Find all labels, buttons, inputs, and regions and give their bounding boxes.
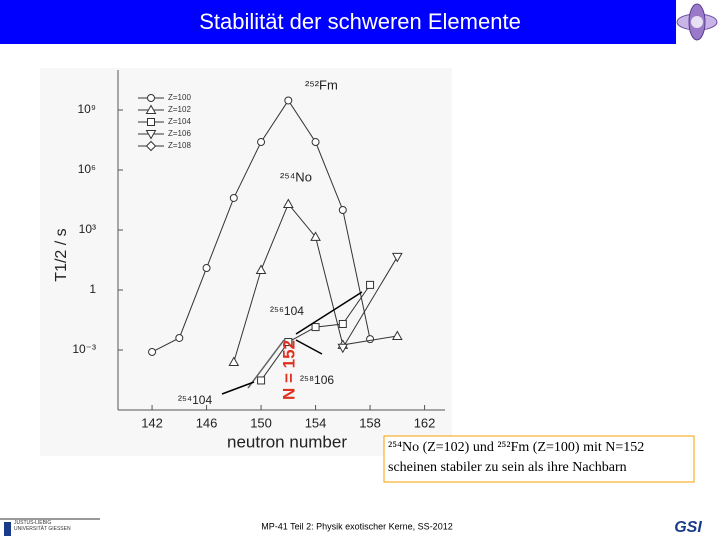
y-axis-label: T1/2 / s bbox=[53, 228, 70, 281]
marker bbox=[366, 335, 375, 344]
caption-box bbox=[383, 435, 695, 483]
x-axis-label: neutron number bbox=[227, 432, 347, 451]
marker bbox=[228, 356, 240, 367]
x-tick-label: 146 bbox=[196, 415, 218, 430]
x-tick-label: 162 bbox=[414, 415, 436, 430]
annotation-line bbox=[247, 339, 285, 389]
x-tick-label: 154 bbox=[305, 415, 327, 430]
annotation: N = 152 bbox=[279, 340, 298, 400]
arrow bbox=[221, 381, 255, 395]
marker bbox=[148, 347, 157, 356]
legend-marker bbox=[145, 140, 157, 152]
legend-label: Z=104 bbox=[168, 117, 191, 126]
marker bbox=[175, 333, 184, 342]
marker bbox=[282, 198, 294, 208]
marker bbox=[257, 138, 266, 147]
chart-area bbox=[40, 68, 452, 456]
uni-logo bbox=[4, 522, 11, 536]
annotation: ²⁵²Fm bbox=[305, 77, 338, 92]
marker bbox=[255, 264, 267, 274]
y-tick-label: 10⁹ bbox=[78, 102, 97, 116]
marker bbox=[229, 193, 238, 202]
marker bbox=[338, 206, 347, 214]
y-tick-label: 10⁶ bbox=[78, 162, 96, 176]
legend-marker bbox=[147, 118, 155, 126]
marker bbox=[337, 343, 349, 354]
annotation: ²⁵⁴104 bbox=[178, 393, 212, 407]
y-tick-label: 1 bbox=[89, 282, 96, 296]
annotation: ²⁵⁸106 bbox=[300, 373, 334, 387]
marker bbox=[391, 252, 403, 263]
uni-wrap: JUSTUS-LIEBIG UNIVERSITÄT GIESSEN bbox=[14, 520, 71, 532]
chart: 10⁻³ 1 10³ 10⁶ 10⁹ 142 146 150 154 158 162 neutron … bbox=[53, 70, 445, 451]
x-tick-label: 150 bbox=[250, 415, 272, 430]
marker bbox=[311, 138, 320, 147]
legend-marker bbox=[145, 104, 157, 114]
x-tick-label: 158 bbox=[359, 415, 381, 430]
title-bar bbox=[0, 0, 676, 44]
marker bbox=[366, 280, 375, 289]
marker bbox=[311, 323, 320, 332]
marker bbox=[310, 231, 321, 241]
slide-title: Stabilität der schweren Elemente bbox=[199, 9, 521, 34]
marker bbox=[338, 319, 347, 328]
arrow bbox=[295, 339, 323, 355]
series-line bbox=[342, 256, 398, 348]
series-line bbox=[233, 203, 398, 363]
logo bbox=[676, 3, 718, 41]
caption-wrap: ²⁵⁴No (Z=102) und ²⁵²Fm (Z=100) mit N=15… bbox=[388, 440, 645, 475]
legend-marker bbox=[147, 94, 155, 102]
x-tick-label: 142 bbox=[141, 415, 163, 430]
annotation: ²⁵⁶104 bbox=[270, 304, 304, 318]
institute: GSI bbox=[674, 519, 702, 536]
university: JUSTUS-LIEBIG UNIVERSITÄT GIESSEN bbox=[14, 520, 71, 532]
footer: MP-41 Teil 2: Physik exotischer Kerne, S… bbox=[261, 521, 452, 531]
legend-label: Z=108 bbox=[168, 141, 191, 150]
marker bbox=[202, 263, 211, 272]
legend-label: Z=102 bbox=[168, 105, 191, 114]
arrow bbox=[295, 291, 363, 335]
legend-label: Z=106 bbox=[168, 129, 191, 138]
legend-marker bbox=[145, 130, 157, 140]
caption: ²⁵⁴No (Z=102) und ²⁵²Fm (Z=100) mit N=15… bbox=[388, 440, 645, 475]
marker bbox=[284, 96, 293, 105]
marker bbox=[257, 376, 266, 385]
y-tick-label: 10⁻³ bbox=[72, 342, 96, 356]
marker bbox=[284, 338, 293, 347]
y-tick-label: 10³ bbox=[79, 222, 96, 236]
legend-label: Z=100 bbox=[168, 93, 191, 102]
annotation: ²⁵⁴No bbox=[280, 169, 312, 184]
marker bbox=[391, 330, 403, 341]
